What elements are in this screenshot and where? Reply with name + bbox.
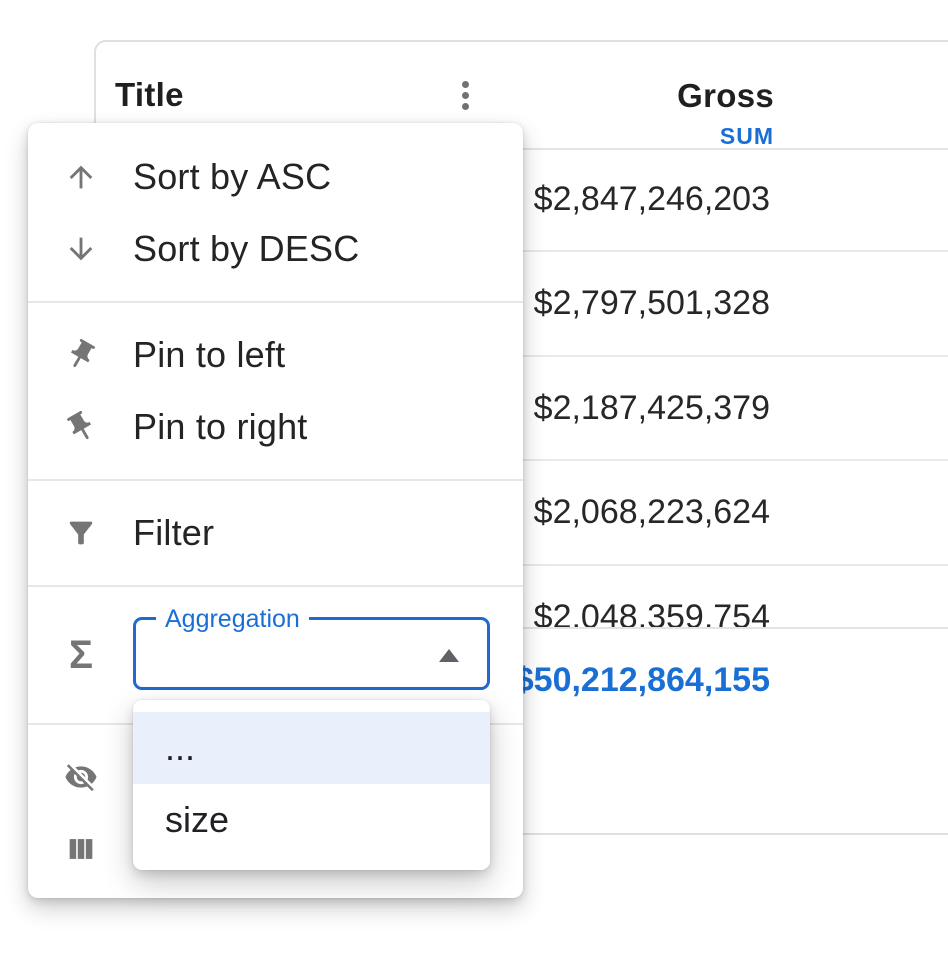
column-header-title[interactable]: Title	[115, 76, 184, 113]
gross-cell: $2,068,223,624	[533, 493, 770, 532]
three-dots-vertical-icon	[461, 102, 469, 110]
gross-cell: $2,847,246,203	[533, 180, 770, 218]
menu-divider	[28, 301, 523, 303]
column-header-gross[interactable]: Gross SUM	[456, 42, 774, 150]
menu-item-aggregation: Σ Aggregation	[28, 603, 523, 707]
filter-funnel-icon	[63, 515, 99, 551]
column-menu-button[interactable]	[448, 75, 482, 115]
sigma-icon: Σ	[68, 633, 93, 677]
pushpin-left-icon	[63, 337, 99, 373]
menu-item-pin-right[interactable]: Pin to right	[28, 391, 523, 463]
menu-item-manage-columns[interactable]	[28, 813, 523, 885]
menu-item-label: Sort by ASC	[133, 156, 332, 197]
aggregation-select[interactable]: Aggregation	[133, 606, 490, 690]
menu-item-label: Filter	[133, 512, 215, 553]
aggregation-options-menu: ... size	[133, 700, 490, 870]
aggregation-select-label: Aggregation	[156, 606, 309, 632]
three-dots-vertical-icon	[461, 80, 469, 88]
arrow-up-icon	[63, 159, 99, 195]
arrow-down-icon	[63, 231, 99, 267]
menu-item-filter[interactable]: Filter	[28, 497, 523, 569]
menu-item-sort-desc[interactable]: Sort by DESC	[28, 213, 523, 285]
three-dots-vertical-icon	[461, 91, 469, 99]
menu-item-sort-asc[interactable]: Sort by ASC	[28, 141, 523, 213]
columns-icon	[63, 831, 99, 867]
menu-divider	[28, 479, 523, 481]
menu-divider	[28, 585, 523, 587]
gross-cell: $2,797,501,328	[533, 284, 770, 323]
aggregation-option-none[interactable]: ...	[133, 712, 490, 784]
menu-item-label: Pin to left	[133, 334, 286, 375]
triangle-up-icon	[439, 649, 459, 662]
aggregation-badge: SUM	[719, 123, 774, 149]
menu-item-label: Sort by DESC	[133, 228, 360, 269]
aggregation-option-size[interactable]: size	[165, 799, 230, 840]
menu-item-hide-column[interactable]	[28, 741, 523, 813]
menu-item-label: Pin to right	[133, 406, 308, 447]
gross-sum-total: $50,212,864,155	[514, 661, 770, 699]
pushpin-right-icon	[63, 409, 99, 445]
eye-off-icon	[63, 759, 99, 795]
gross-cell: $2,187,425,379	[533, 388, 770, 427]
column-header-gross-label: Gross	[677, 77, 774, 114]
menu-item-pin-left[interactable]: Pin to left	[28, 319, 523, 391]
